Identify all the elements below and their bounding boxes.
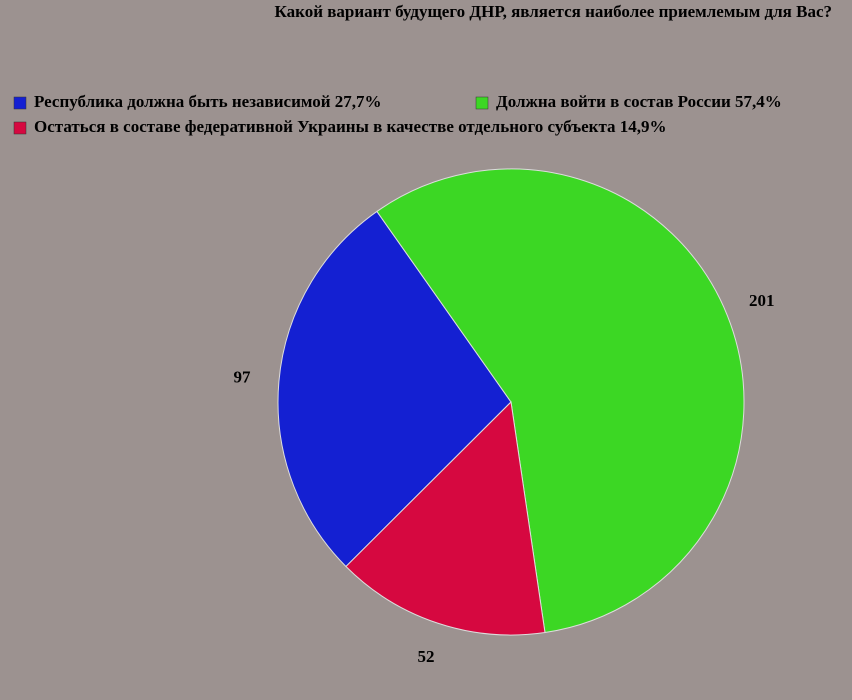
legend-label: Должна войти в состав России 57,4%	[496, 92, 782, 111]
pie-slice	[376, 168, 745, 634]
data-label: 201	[749, 291, 775, 310]
legend-swatch	[475, 96, 489, 110]
legend-swatch	[13, 121, 27, 135]
chart-title: Какой вариант будущего ДНР, является наи…	[275, 2, 832, 21]
legend-label: Республика должна быть независимой 27,7%	[34, 92, 382, 111]
data-label: 97	[234, 367, 252, 386]
pie-slice	[345, 400, 546, 636]
legend-swatch	[13, 96, 27, 110]
legend-label: Остаться в составе федеративной Украины …	[34, 117, 667, 136]
pie-slice	[277, 210, 512, 568]
data-label: 52	[417, 647, 434, 666]
